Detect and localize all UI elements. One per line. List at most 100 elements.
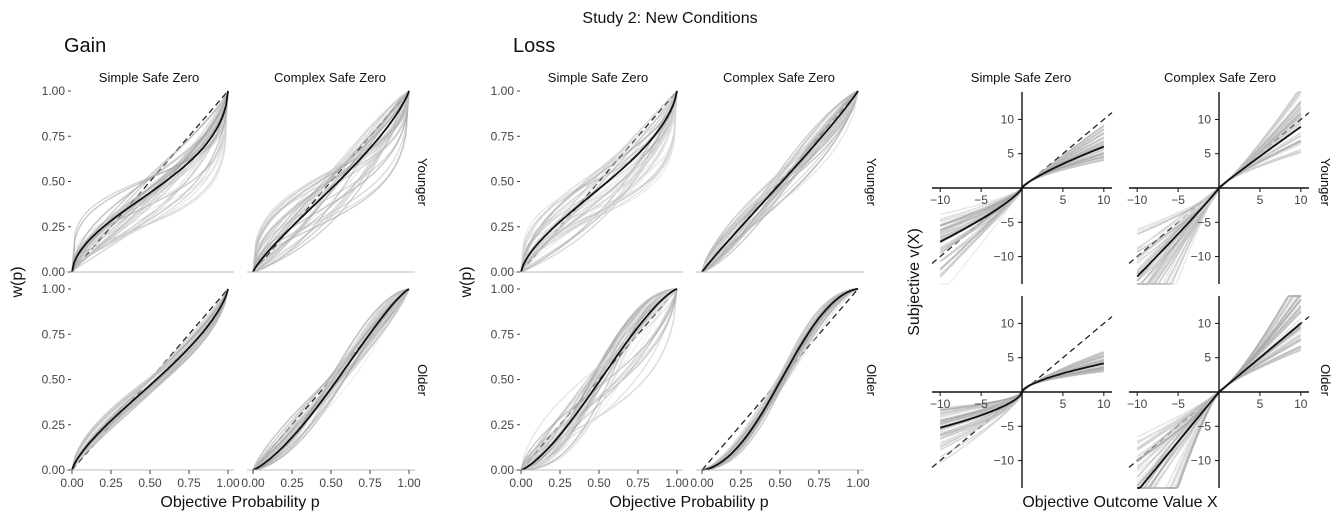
gain-section-title: Gain (64, 35, 106, 57)
participant-curve (252, 90, 410, 273)
participant-curve (701, 90, 859, 273)
y-tick-label: 1.00 (42, 84, 66, 98)
gain-y-axis-title: w(p) (9, 266, 26, 298)
participant-curve (520, 288, 678, 471)
participant-loss-curve (940, 187, 1023, 216)
x-tick-label: 0.75 (358, 476, 382, 490)
y-tick-label: 0.00 (491, 463, 515, 477)
group-mean-curve (520, 90, 678, 273)
participant-curve (520, 90, 678, 273)
x-tick-label: 0.75 (177, 476, 201, 490)
y-tick-label: −10 (1191, 454, 1212, 468)
x-tick-label: 10 (1294, 397, 1308, 411)
x-tick-label: 1.00 (216, 476, 240, 490)
value-row-younger: Younger (1318, 158, 1333, 207)
x-tick-label: −10 (1127, 397, 1148, 411)
participant-curve (252, 288, 410, 471)
participant-loss-curve (940, 391, 1023, 412)
participant-curve (520, 90, 678, 273)
x-tick-label: 0.75 (626, 476, 650, 490)
y-tick-label: 1.00 (42, 282, 66, 296)
participant-curve (252, 288, 410, 471)
y-tick-label: −5 (1197, 419, 1211, 433)
weighting-panel: 0.00 0.25 0.50 0.75 1.00 0.00 0.25 0.50 0.75 1.00 (491, 282, 689, 490)
participant-loss-curve (939, 391, 1023, 446)
group-mean-curve (252, 90, 410, 273)
weighting-panel (696, 90, 864, 273)
x-tick-label: −10 (930, 397, 951, 411)
value-col-simple: Simple Safe Zero (971, 70, 1071, 85)
participant-curve (520, 288, 678, 471)
participant-curve (71, 90, 229, 273)
weighting-panel (247, 90, 415, 273)
y-tick-label: 0.00 (42, 265, 66, 279)
participant-curve (252, 90, 410, 273)
participant-curve (701, 90, 859, 273)
participant-curve (520, 288, 678, 471)
x-tick-label: 1.00 (665, 476, 689, 490)
x-tick-label: 0.50 (138, 476, 162, 490)
participant-curve (520, 288, 678, 471)
participant-curve (520, 288, 678, 471)
y-tick-label: 5 (1204, 147, 1211, 161)
y-tick-label: 5 (1007, 147, 1014, 161)
loss-row-older: Older (864, 364, 879, 396)
y-tick-label: 0.25 (491, 418, 515, 432)
x-tick-label: 0.25 (729, 476, 753, 490)
participant-curve (71, 90, 229, 273)
y-tick-label: 0.50 (491, 175, 515, 189)
participant-curve (520, 288, 678, 471)
participant-curve (71, 288, 229, 471)
weighting-panel: 0.00 0.25 0.50 0.75 1.00 0.00 0.25 0.50 0.75 1.00 (42, 282, 240, 490)
group-mean-curve (71, 90, 229, 273)
weighting-panel: 0.00 0.25 0.50 0.75 1.00 (241, 288, 421, 490)
participant-curve (520, 288, 678, 471)
y-tick-label: 0.00 (42, 463, 66, 477)
participant-curve (701, 90, 859, 273)
group-mean-curve (701, 288, 859, 471)
participant-curve (252, 288, 410, 471)
y-tick-label: 0.75 (42, 327, 66, 341)
y-tick-label: −10 (994, 454, 1015, 468)
participant-curve (252, 90, 410, 273)
group-mean-curve (520, 288, 678, 471)
x-tick-label: 0.00 (690, 476, 714, 490)
x-tick-label: 0.50 (768, 476, 792, 490)
participant-loss-curve (1136, 391, 1220, 478)
y-tick-label: −5 (1197, 215, 1211, 229)
x-tick-label: 1.00 (846, 476, 870, 490)
y-tick-label: 10 (1001, 112, 1015, 126)
participant-curve (71, 90, 229, 273)
reference-line (931, 316, 1113, 468)
y-tick-label: 0.25 (42, 220, 66, 234)
group-mean-curve (701, 90, 859, 273)
participant-curve (252, 90, 410, 273)
y-tick-label: 0.75 (42, 129, 66, 143)
value-panel: −10 −5 5 10 10 5 −5 −10 (930, 92, 1113, 285)
value-x-axis-title: Objective Outcome Value X (1022, 494, 1218, 511)
reference-line (931, 112, 1113, 264)
participant-curve (252, 90, 410, 273)
participant-curve (520, 90, 678, 273)
y-tick-label: −10 (1191, 250, 1212, 264)
y-tick-label: 10 (1198, 316, 1212, 330)
participant-curve (701, 288, 859, 471)
value-col-complex: Complex Safe Zero (1164, 70, 1276, 85)
participant-curve (520, 90, 678, 273)
participant-curve (71, 90, 229, 273)
x-tick-label: 10 (1097, 193, 1111, 207)
x-tick-label: 0.25 (99, 476, 123, 490)
gain-row-younger: Younger (415, 158, 430, 207)
y-tick-label: 0.00 (491, 265, 515, 279)
participant-loss-curve (1137, 391, 1220, 489)
y-tick-label: 10 (1001, 316, 1015, 330)
participant-curve (520, 90, 678, 273)
y-tick-label: 0.75 (491, 129, 515, 143)
loss-x-axis-title: Objective Probability p (609, 494, 768, 511)
value-row-older: Older (1318, 364, 1333, 396)
gain-col-simple: Simple Safe Zero (99, 70, 199, 85)
weighting-panel: 0.00 0.25 0.50 0.75 1.00 (690, 288, 870, 490)
participant-curve (520, 288, 678, 471)
participant-loss-curve (1136, 391, 1220, 445)
x-tick-label: 0.75 (807, 476, 831, 490)
